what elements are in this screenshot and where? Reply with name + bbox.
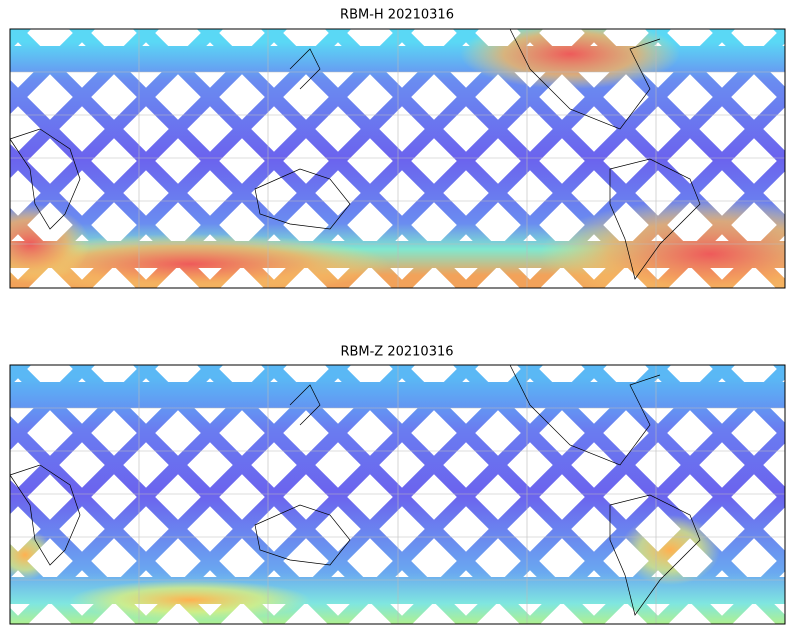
coastlines <box>9 28 701 280</box>
coastlines <box>9 364 701 616</box>
graticule <box>10 29 785 288</box>
map-panel <box>0 19 794 309</box>
frame <box>9 364 786 625</box>
panel-title: RBM-H 20210316 <box>340 8 454 23</box>
graticule <box>10 365 785 624</box>
map-panel <box>0 364 786 625</box>
swath-field <box>0 365 785 624</box>
swath-field <box>0 19 794 309</box>
panel-title: RBM-Z 20210316 <box>340 345 453 360</box>
frame <box>9 28 786 289</box>
